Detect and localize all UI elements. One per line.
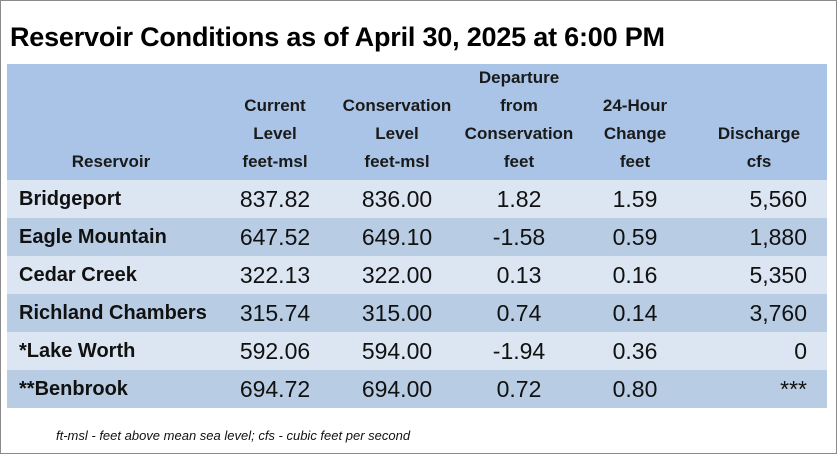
table-row: Richland Chambers 315.74 315.00 0.74 0.1…: [7, 294, 827, 332]
conservation-level: 594.00: [335, 332, 459, 370]
departure-value: -1.58: [459, 218, 579, 256]
header-line: 24-Hour: [602, 96, 668, 115]
departure-value: 1.82: [459, 180, 579, 218]
discharge-value: 0: [691, 332, 827, 370]
change-value: 1.59: [579, 180, 691, 218]
table-header-row: Reservoir Current Level feet-msl Conserv…: [7, 64, 827, 180]
header-line: feet-msl: [364, 152, 430, 171]
table-row: Cedar Creek 322.13 322.00 0.13 0.16 5,35…: [7, 256, 827, 294]
table-row: Bridgeport 837.82 836.00 1.82 1.59 5,560: [7, 180, 827, 218]
header-line: feet: [619, 152, 651, 171]
reservoir-name: Eagle Mountain: [7, 218, 215, 256]
discharge-value: ***: [691, 370, 827, 408]
conservation-level: 694.00: [335, 370, 459, 408]
reservoir-name: Cedar Creek: [7, 256, 215, 294]
departure-value: -1.94: [459, 332, 579, 370]
reservoir-name: Bridgeport: [7, 180, 215, 218]
reservoir-name: Richland Chambers: [7, 294, 215, 332]
current-level: 647.52: [215, 218, 335, 256]
discharge-value: 3,760: [691, 294, 827, 332]
conservation-level: 836.00: [335, 180, 459, 218]
header-current-level: Current Level feet-msl: [215, 64, 335, 180]
header-departure: Departure from Conservation feet: [459, 64, 579, 180]
header-line: feet-msl: [242, 152, 308, 171]
current-level: 592.06: [215, 332, 335, 370]
header-line: Level: [375, 124, 419, 143]
reservoir-name: *Lake Worth: [7, 332, 215, 370]
current-level: 315.74: [215, 294, 335, 332]
header-line: cfs: [746, 152, 772, 171]
departure-value: 0.13: [459, 256, 579, 294]
conservation-level: 322.00: [335, 256, 459, 294]
header-line: from: [500, 96, 538, 115]
header-line: Conservation: [342, 96, 452, 115]
current-level: 694.72: [215, 370, 335, 408]
table-row: *Lake Worth 592.06 594.00 -1.94 0.36 0: [7, 332, 827, 370]
conservation-level: 649.10: [335, 218, 459, 256]
table-row: Eagle Mountain 647.52 649.10 -1.58 0.59 …: [7, 218, 827, 256]
header-line: feet: [503, 152, 535, 171]
change-value: 0.80: [579, 370, 691, 408]
discharge-value: 5,560: [691, 180, 827, 218]
conservation-level: 315.00: [335, 294, 459, 332]
page-title: Reservoir Conditions as of April 30, 202…: [10, 22, 665, 52]
current-level: 322.13: [215, 256, 335, 294]
header-24hour-change: 24-Hour Change feet: [579, 64, 691, 180]
header-line: Discharge: [717, 124, 801, 143]
header-line: Departure: [478, 68, 560, 87]
departure-value: 0.72: [459, 370, 579, 408]
change-value: 0.36: [579, 332, 691, 370]
header-line: Conservation: [464, 124, 574, 143]
reservoir-table: Reservoir Current Level feet-msl Conserv…: [7, 64, 827, 408]
header-line: Level: [253, 124, 297, 143]
discharge-value: 5,350: [691, 256, 827, 294]
header-discharge: Discharge cfs: [691, 64, 827, 180]
header-line: Reservoir: [71, 152, 151, 171]
header-conservation-level: Conservation Level feet-msl: [335, 64, 459, 180]
change-value: 0.14: [579, 294, 691, 332]
change-value: 0.16: [579, 256, 691, 294]
departure-value: 0.74: [459, 294, 579, 332]
header-line: Current: [244, 96, 306, 115]
header-reservoir: Reservoir: [7, 64, 215, 180]
discharge-value: 1,880: [691, 218, 827, 256]
reservoir-name: **Benbrook: [7, 370, 215, 408]
current-level: 837.82: [215, 180, 335, 218]
change-value: 0.59: [579, 218, 691, 256]
table-row: **Benbrook 694.72 694.00 0.72 0.80 ***: [7, 370, 827, 408]
header-line: Change: [603, 124, 667, 143]
footnote: ft-msl - feet above mean sea level; cfs …: [56, 428, 411, 443]
